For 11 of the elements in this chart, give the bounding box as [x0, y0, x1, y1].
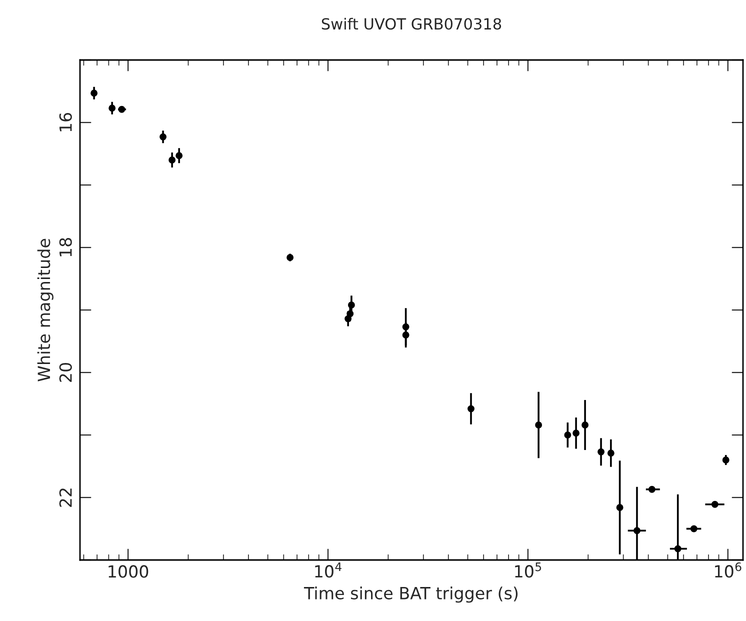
x-tick-label: 1000 — [108, 565, 148, 578]
y-axis-title: White magnitude — [37, 238, 54, 382]
chart-title: Swift UVOT GRB070318 — [322, 18, 502, 30]
y-tick-label: 18 — [59, 238, 72, 256]
x-tick-label: 10$^{6}$ — [715, 562, 742, 578]
y-tick-label: 22 — [59, 488, 72, 507]
y-tick-label: 20 — [59, 363, 72, 382]
x-tick-label: 10$^{4}$ — [315, 562, 342, 578]
y-tick-label: 16 — [59, 112, 72, 132]
x-tick-label: 10$^{5}$ — [515, 562, 542, 578]
x-axis-title: Time since BAT trigger (s) — [304, 586, 518, 603]
